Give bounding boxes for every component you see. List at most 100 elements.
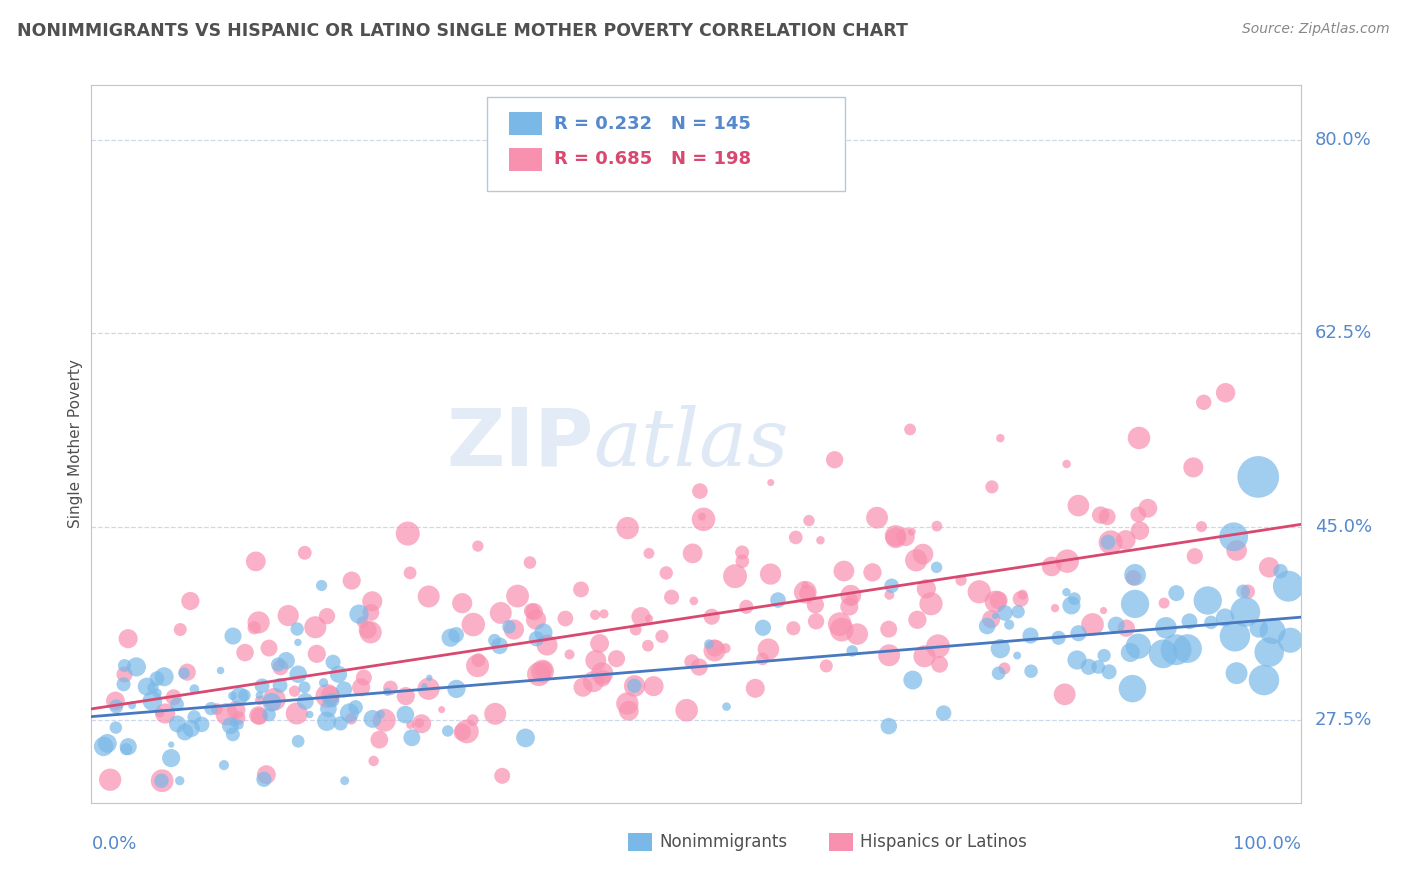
- Point: [1128, 508, 1150, 522]
- Point: [682, 546, 704, 560]
- Point: [591, 666, 613, 681]
- Point: [988, 641, 1011, 656]
- Point: [690, 509, 713, 524]
- Point: [360, 606, 382, 620]
- Point: [1279, 633, 1302, 648]
- Point: [700, 609, 723, 624]
- Point: [413, 679, 436, 693]
- Point: [104, 694, 127, 708]
- Point: [254, 767, 277, 781]
- Point: [846, 627, 869, 641]
- Point: [503, 623, 526, 637]
- Point: [1063, 591, 1085, 606]
- Point: [287, 635, 309, 649]
- Point: [925, 560, 948, 574]
- Point: [617, 704, 640, 718]
- Point: [1128, 431, 1150, 445]
- Point: [1136, 501, 1159, 516]
- Point: [1225, 666, 1247, 681]
- Point: [377, 685, 399, 699]
- Point: [294, 694, 316, 708]
- Point: [179, 594, 201, 608]
- Point: [1164, 642, 1187, 657]
- Point: [1105, 618, 1128, 632]
- Point: [752, 621, 775, 635]
- Point: [322, 655, 344, 669]
- Point: [623, 679, 645, 693]
- Point: [160, 738, 183, 752]
- Point: [209, 664, 232, 678]
- Point: [153, 670, 176, 684]
- Point: [804, 598, 827, 612]
- Point: [533, 663, 555, 677]
- Point: [862, 566, 884, 580]
- Point: [311, 578, 333, 592]
- Point: [401, 731, 423, 745]
- Point: [1115, 621, 1137, 635]
- Point: [1077, 660, 1099, 674]
- Point: [877, 648, 900, 663]
- Point: [305, 647, 328, 661]
- Point: [146, 686, 169, 700]
- Point: [1087, 660, 1109, 674]
- Point: [115, 742, 138, 756]
- Point: [200, 701, 222, 715]
- Point: [1119, 646, 1142, 660]
- Point: [524, 632, 547, 646]
- Point: [932, 706, 955, 720]
- Point: [117, 632, 139, 646]
- Point: [554, 611, 576, 625]
- Point: [980, 612, 1002, 626]
- Point: [316, 689, 339, 703]
- Point: [263, 692, 285, 706]
- Point: [1056, 585, 1078, 599]
- Point: [880, 579, 903, 593]
- Point: [915, 582, 938, 596]
- Point: [243, 621, 266, 635]
- Point: [585, 653, 607, 667]
- Point: [141, 694, 163, 708]
- Point: [1092, 648, 1115, 663]
- Point: [276, 654, 298, 668]
- Point: [1066, 653, 1088, 667]
- Point: [344, 700, 367, 714]
- Point: [340, 574, 363, 588]
- Point: [339, 706, 361, 720]
- Point: [112, 677, 135, 691]
- Point: [484, 633, 506, 648]
- Point: [637, 639, 659, 653]
- Point: [894, 530, 917, 544]
- Point: [911, 547, 934, 561]
- Point: [399, 718, 422, 732]
- Point: [98, 772, 121, 787]
- Point: [233, 646, 256, 660]
- Point: [831, 623, 853, 637]
- Point: [287, 734, 309, 748]
- Point: [363, 754, 385, 768]
- Point: [531, 664, 554, 678]
- Point: [352, 615, 374, 629]
- Point: [616, 697, 638, 711]
- Point: [1019, 628, 1042, 642]
- Point: [160, 751, 183, 765]
- Point: [212, 758, 235, 772]
- Point: [153, 706, 176, 721]
- Point: [839, 588, 862, 602]
- Point: [399, 566, 422, 580]
- Point: [333, 773, 356, 788]
- Point: [987, 593, 1010, 607]
- Point: [1199, 615, 1222, 630]
- Point: [1097, 535, 1119, 549]
- Point: [630, 609, 652, 624]
- Point: [794, 585, 817, 599]
- Point: [350, 681, 373, 695]
- Point: [169, 623, 191, 637]
- Point: [1019, 664, 1042, 678]
- Point: [361, 594, 384, 608]
- Point: [96, 736, 118, 750]
- Point: [1007, 605, 1029, 619]
- Point: [269, 678, 291, 692]
- Point: [370, 707, 392, 722]
- Point: [418, 590, 440, 604]
- Point: [697, 637, 720, 651]
